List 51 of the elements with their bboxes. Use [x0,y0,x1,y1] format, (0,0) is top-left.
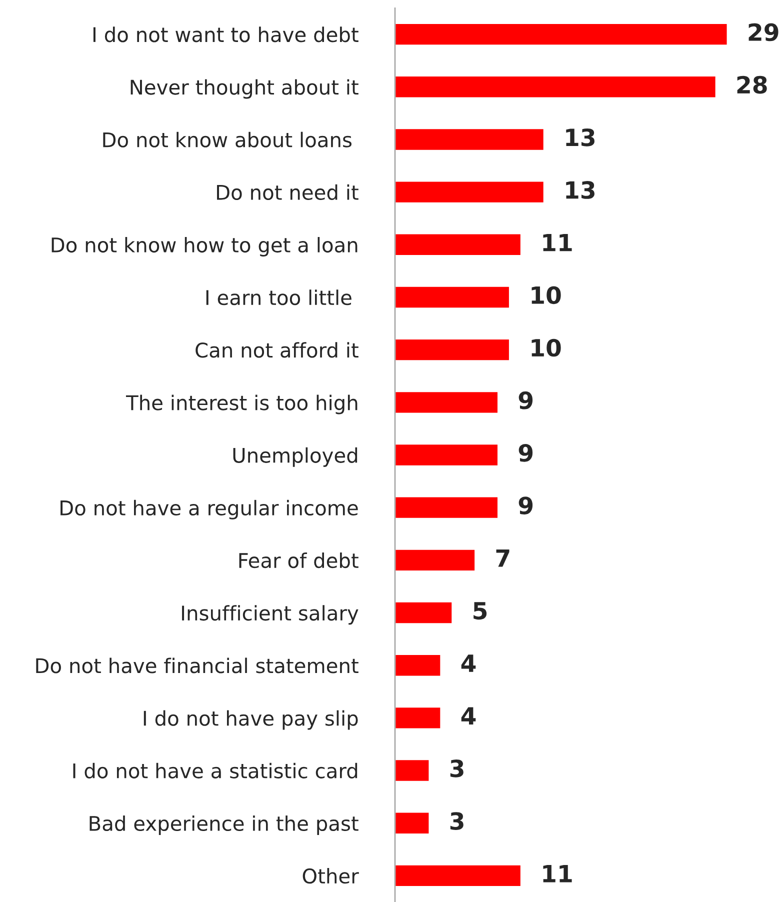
y-tick-label: Do not know how to get a loan [52,236,358,256]
y-tick-label: Unemployed [233,447,358,467]
bar [395,706,442,730]
bar [395,22,728,46]
data-label: 29 [748,23,778,42]
bar [395,758,430,782]
bar [395,496,499,520]
data-label: 5 [474,602,487,620]
data-label: 9 [518,496,533,514]
data-label: 10 [532,286,561,304]
y-tick-label: Can not afford it [196,342,358,358]
bar [395,548,476,572]
bar [395,811,430,835]
y-tick-label: I do not have a statistic card [73,762,358,778]
data-label: 7 [496,549,510,567]
y-tick-label: Other [302,868,359,884]
bar [395,601,454,625]
bar [395,390,499,414]
y-tick-label: I do not want to have debt [93,26,358,42]
data-label: 11 [543,234,572,252]
y-tick-label: Do not have a regular income [60,500,358,520]
y-tick-label: Do not know about loans [103,132,352,148]
y-tick-label: The interest is too high [126,394,358,414]
data-label: 9 [518,444,533,462]
data-label: 9 [518,391,533,410]
data-label: 3 [450,812,464,830]
bar [395,180,545,204]
bar [395,654,442,678]
y-tick-label: Do not need it [217,184,358,200]
y-tick-label: I earn too little [206,290,352,306]
bar [395,864,522,888]
data-label: 3 [450,760,464,778]
data-label: 13 [566,181,594,199]
y-tick-label: I do not have pay slip [144,710,358,730]
bar [395,443,499,467]
y-tick-label: Fear of debt [239,552,358,568]
y-tick-label: Never thought about it [130,79,358,99]
bar [395,128,545,152]
bar [395,75,717,99]
bar [395,232,522,256]
y-tick-label: Insufficient salary [182,605,358,625]
data-label: 10 [532,338,561,357]
y-tick-label: Do not have financial statement [36,658,358,674]
y-tick-label: Bad experience in the past [90,815,358,835]
bar [395,338,510,362]
data-label: 4 [461,707,476,724]
data-label: 28 [737,76,767,94]
data-label: 11 [543,865,572,882]
data-label: 13 [566,128,594,146]
bar [395,285,510,309]
data-label: 4 [461,654,476,672]
